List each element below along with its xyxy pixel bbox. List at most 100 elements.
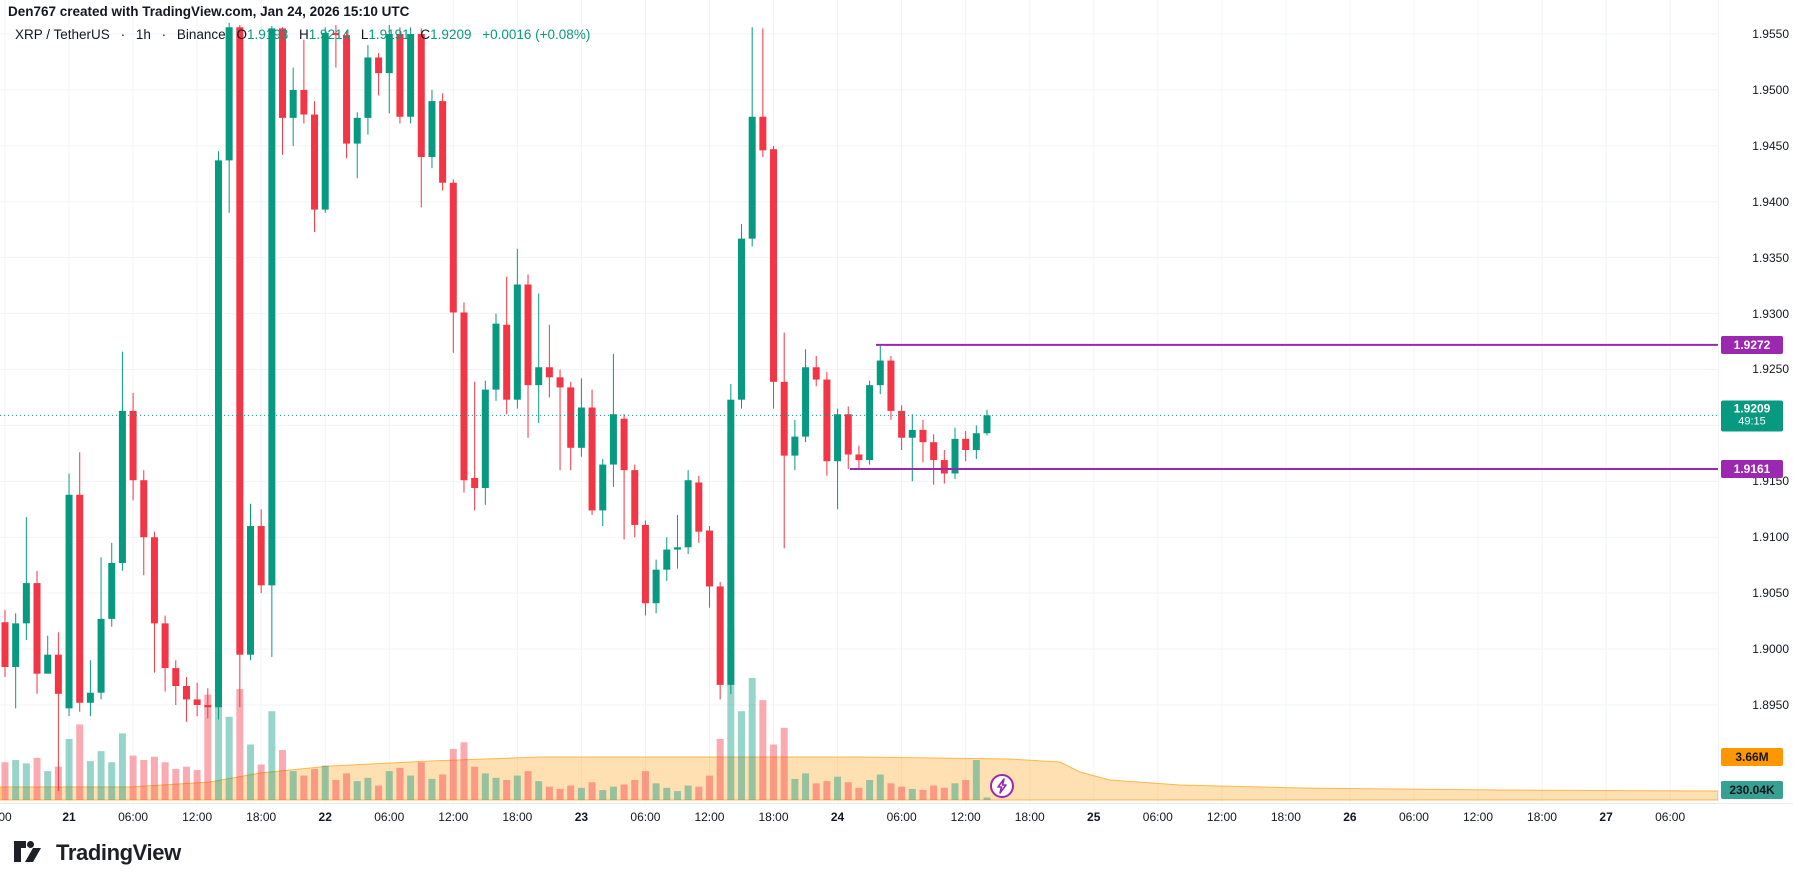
- candle-body: [567, 387, 575, 448]
- volume-bar: [951, 783, 959, 800]
- candle-body: [214, 160, 222, 708]
- volume-bar: [129, 755, 137, 800]
- volume-bar: [161, 762, 169, 800]
- candle-body: [65, 494, 73, 709]
- last-price-value: 1.9209: [1733, 401, 1771, 416]
- price-change: +0.0016 (+0.08%): [482, 27, 591, 42]
- candle-body: [780, 381, 788, 456]
- ohlc-close: C1.9209: [420, 27, 472, 42]
- candle-body: [503, 324, 511, 400]
- volume-bar: [321, 765, 329, 800]
- candle-body: [876, 360, 884, 386]
- candle-body: [321, 32, 329, 210]
- time-axis-day-label: 26: [1343, 810, 1357, 824]
- candle-body: [962, 438, 970, 451]
- time-axis-label: 06:00: [1398, 810, 1429, 824]
- candle-body: [930, 442, 938, 461]
- volume-bar: [577, 787, 585, 800]
- price-axis-label: 1.9500: [1752, 82, 1789, 97]
- candle-body: [108, 562, 116, 619]
- volume-bar: [33, 757, 41, 800]
- volume-bar: [257, 764, 265, 800]
- volume-bar: [673, 791, 681, 800]
- volume-bar: [748, 677, 756, 800]
- time-axis[interactable]: 00 21 06:00 12:00 18:00 22 06:00 12:00 18:00 23 06…: [0, 803, 1793, 833]
- candle-body: [695, 482, 703, 532]
- candle-body: [289, 89, 297, 118]
- time-axis-label: 00: [0, 810, 12, 824]
- candle-body: [716, 586, 724, 685]
- volume-bar: [492, 777, 500, 800]
- candle-body: [983, 415, 991, 434]
- volume-bar: [332, 780, 340, 800]
- volume-bar: [855, 787, 863, 800]
- candle-body: [898, 410, 906, 438]
- ohlc-high: H1.9214: [299, 27, 351, 42]
- candle-body: [748, 116, 756, 239]
- candle-body: [887, 360, 895, 411]
- volume-bar: [962, 780, 970, 800]
- volume-bar: [439, 774, 447, 800]
- candle-body: [268, 28, 276, 586]
- candle-body: [684, 480, 692, 548]
- candle-body: [705, 530, 713, 587]
- candle-body: [513, 284, 521, 400]
- volume-bar: [535, 781, 543, 800]
- candle-body: [375, 57, 383, 74]
- volume-bar: [599, 790, 607, 800]
- lightning-bolt-icon: [997, 778, 1007, 794]
- candle-body: [599, 464, 607, 511]
- volume-bar: [983, 797, 991, 800]
- volume-bar: [876, 774, 884, 800]
- symbol-legend[interactable]: XRP / TetherUS · 1h · Binance O1.9193 H1…: [15, 27, 590, 42]
- candle-body: [140, 480, 148, 538]
- price-axis-label: 1.9000: [1752, 642, 1789, 657]
- volume-bar: [930, 785, 938, 800]
- candle-body: [556, 377, 564, 388]
- candle-body: [449, 182, 457, 313]
- candle-body: [279, 28, 287, 118]
- exchange-label[interactable]: Binance: [176, 27, 226, 42]
- volume-bar: [396, 767, 404, 800]
- candle-body: [620, 418, 628, 471]
- candle-body: [172, 668, 180, 686]
- volume-ma-area: [0, 756, 1719, 801]
- volume-bar: [802, 773, 810, 800]
- last-price-badge: 1.9209 49:15: [1721, 400, 1783, 432]
- flash-order-button[interactable]: [990, 774, 1014, 798]
- interval-label[interactable]: 1h: [135, 27, 151, 42]
- volume-bar: [118, 733, 126, 800]
- candle-body: [76, 494, 84, 703]
- volume-bar: [86, 761, 94, 800]
- price-axis-label: 1.8950: [1752, 697, 1789, 712]
- time-axis-label: 12:00: [1206, 810, 1237, 824]
- time-axis-day-label: 23: [574, 810, 589, 824]
- volume-bar: [140, 760, 148, 800]
- lightning-icon[interactable]: [990, 774, 1014, 798]
- volume-bar: [268, 711, 276, 800]
- time-axis-label: 18:00: [1014, 810, 1045, 824]
- attribution-text: Den767 created with TradingView.com, Jan…: [8, 4, 410, 19]
- volume-bar: [513, 775, 521, 800]
- ohlc-open: O1.9193: [236, 27, 289, 42]
- volume-bar: [311, 768, 319, 800]
- volume-bar: [663, 787, 671, 800]
- candle-body: [951, 438, 959, 474]
- volume-bar: [108, 762, 116, 800]
- volume-bar: [150, 756, 158, 800]
- candle-body: [1, 622, 9, 667]
- price-axis-label: 1.9100: [1752, 530, 1789, 545]
- chart-canvas[interactable]: [0, 0, 1793, 832]
- volume-bar: [759, 700, 767, 800]
- candle-body: [439, 101, 447, 183]
- volume-bar: [236, 689, 244, 800]
- symbol-name[interactable]: XRP / TetherUS: [15, 27, 110, 42]
- tradingview-logo[interactable]: TradingView: [14, 838, 181, 868]
- volume-bar: [834, 776, 842, 800]
- volume-bar: [22, 763, 30, 800]
- candle-body: [44, 654, 52, 674]
- candle-body: [332, 32, 340, 36]
- tradingview-wordmark: TradingView: [56, 840, 181, 865]
- candle-body: [641, 524, 649, 604]
- price-axis[interactable]: 1.9272 1.9209 49:15 1.9161 3.66M 230.04K…: [1718, 0, 1793, 803]
